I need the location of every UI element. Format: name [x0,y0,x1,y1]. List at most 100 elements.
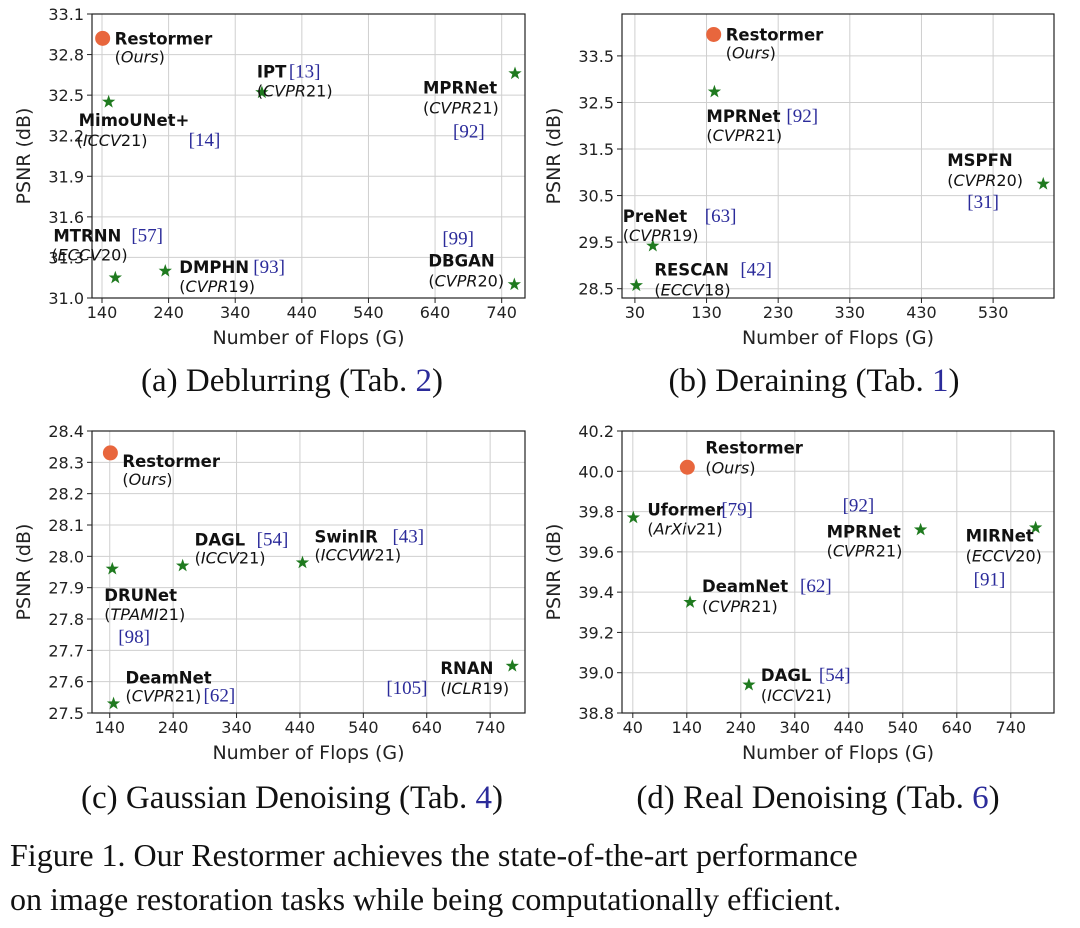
y-tick-label: 31.6 [48,208,84,227]
y-tick-label: 39.0 [578,664,614,683]
plot-frame [91,430,526,714]
method-venue: (CVPR21) [827,542,903,561]
x-tick-label: 440 [287,303,318,322]
figure-caption-line1: Figure 1. Our Restormer achieves the sta… [10,837,858,873]
method-name: MTRNN [53,227,121,246]
point-star [507,277,521,291]
x-tick-label: 740 [475,718,506,737]
method-ref: [42] [740,259,772,280]
y-tick-label: 39.4 [578,583,614,602]
method-name: DBGAN [428,251,494,270]
y-tick-label: 40.2 [578,422,614,441]
method-name: RESCAN [654,260,729,279]
method-name: MPRNet [423,79,497,98]
method-venue: (CVPR21) [257,81,333,100]
x-tick-label: 440 [834,718,865,737]
method-venue: (Ours) [122,470,172,489]
point-star [742,677,756,691]
y-tick-label: 39.8 [578,503,614,522]
method-name: DMPHN [179,258,249,277]
method-venue: (CVPR19) [179,277,255,296]
x-tick-label: 540 [353,303,384,322]
x-tick-label: 440 [285,718,316,737]
method-name: Restormer [726,25,824,44]
y-tick-label: 39.6 [578,543,614,562]
chart-a: 140 240 340 440 540 640 740 31.0 31.3 31.6 31.9 32.… [13,5,526,349]
x-tick-label: 740 [486,303,517,322]
point-star [683,595,697,608]
x-tick-label: 40 [623,718,643,737]
method-ref: [63] [705,206,737,227]
x-tick-label: 340 [221,718,252,737]
x-tick-label: 140 [87,303,118,322]
method-venue: (CVPR21) [423,99,499,118]
y-tick-label: 27.8 [48,610,84,629]
y-axis-label: PSNR (dB) [13,108,35,205]
method-ref: [79] [721,500,753,521]
method-name: DRUNet [104,586,177,605]
x-tick-label: 140 [672,718,703,737]
y-tick-label: 27.5 [48,704,84,723]
y-axis-label: PSNR (dB) [543,524,565,621]
point-star [508,66,522,80]
x-tick-label: 740 [996,718,1027,737]
point-star [295,555,310,569]
method-ref: [13] [289,61,321,82]
point-star [629,278,643,292]
method-venue: (CVPR20) [428,271,504,290]
x-axis-label: Number of Flops (G) [742,327,934,349]
method-venue: (CVPR20) [947,171,1023,190]
method-ref: [57] [131,226,163,247]
x-tick-label: 640 [942,718,973,737]
x-tick-label: 240 [153,303,184,322]
x-tick-label: 640 [420,303,451,322]
method-ref: [92] [786,106,818,127]
caption-b: (b) Deraining (Tab. 1) [669,363,960,399]
y-tick-label: 28.0 [48,547,84,566]
method-name: Uformer [647,501,724,520]
y-tick-label: 32.2 [48,127,84,146]
method-name: Restormer [705,438,803,457]
method-ref: [92] [843,496,875,517]
method-name: Restormer [122,452,220,471]
x-axis-label: Number of Flops (G) [742,742,934,764]
plot-frame [621,430,1055,714]
y-tick-label: 33.5 [578,47,614,66]
method-name: MimoUNet+ [79,111,190,130]
method-venue: (CVPR21) [126,687,202,706]
y-tick-label: 29.5 [578,233,614,252]
y-tick-label: 40.0 [578,462,614,481]
method-ref: [92] [453,122,485,143]
point-star [105,561,119,575]
point-star [176,558,190,572]
plot-frame [91,13,526,299]
method-ref: [54] [819,665,851,686]
method-venue: (ECCV18) [654,280,730,299]
x-tick-label: 530 [978,303,1009,322]
method-name: SwinIR [314,528,378,547]
point-ours [706,26,722,42]
x-axis-label: Number of Flops (G) [212,742,404,764]
method-ref: [62] [800,576,832,597]
method-name: MSPFN [947,151,1012,170]
point-star [106,696,121,710]
y-axis-label: PSNR (dB) [543,108,565,205]
point-star [505,659,519,672]
method-venue: (Ours) [705,458,755,477]
point-ours [95,30,111,46]
y-tick-label: 28.3 [48,453,84,472]
caption-d: (d) Real Denoising (Tab. 6) [636,780,999,816]
method-venue: (ICLR19) [440,679,509,698]
method-name: DeamNet [702,577,788,596]
y-tick-label: 31.9 [48,167,84,186]
x-tick-label: 130 [691,303,722,322]
y-tick-label: 28.5 [578,280,614,299]
plot-frame [621,13,1055,299]
method-ref: [43] [392,527,424,548]
method-name: DeamNet [126,669,212,688]
point-star [255,85,269,99]
method-venue: (ECCV20) [966,547,1042,566]
y-tick-label: 39.2 [578,623,614,642]
point-ours [102,445,118,461]
method-ref: [54] [257,530,289,551]
